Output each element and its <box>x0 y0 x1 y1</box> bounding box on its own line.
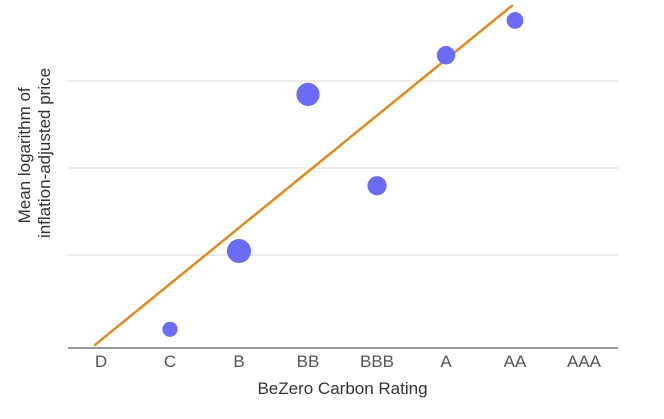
x-tick-label-b: B <box>233 352 244 371</box>
x-tick-label-bbb: BBB <box>360 352 394 371</box>
data-point-aa <box>506 12 524 29</box>
data-points <box>162 12 524 337</box>
x-tick-label-aa: AA <box>504 352 527 371</box>
x-tick-label-aaa: AAA <box>567 352 602 371</box>
x-tick-labels: D C B BB BBB A AA AAA <box>95 352 602 371</box>
x-axis-title: BeZero Carbon Rating <box>257 379 427 398</box>
data-point-bb <box>296 82 320 106</box>
y-axis-title: Mean logarithm of inflation-adjusted pri… <box>15 68 54 238</box>
gridlines <box>68 80 618 256</box>
data-point-b <box>227 239 251 263</box>
data-point-bbb <box>367 176 387 196</box>
y-axis-title-line-2: inflation-adjusted price <box>35 68 54 238</box>
x-tick-label-c: C <box>164 352 176 371</box>
x-tick-label-bb: BB <box>297 352 320 371</box>
data-point-a <box>436 46 456 65</box>
x-tick-label-d: D <box>95 352 107 371</box>
y-axis-title-line-1: Mean logarithm of <box>15 87 34 223</box>
x-tick-label-a: A <box>440 352 452 371</box>
data-point-c <box>162 321 178 337</box>
